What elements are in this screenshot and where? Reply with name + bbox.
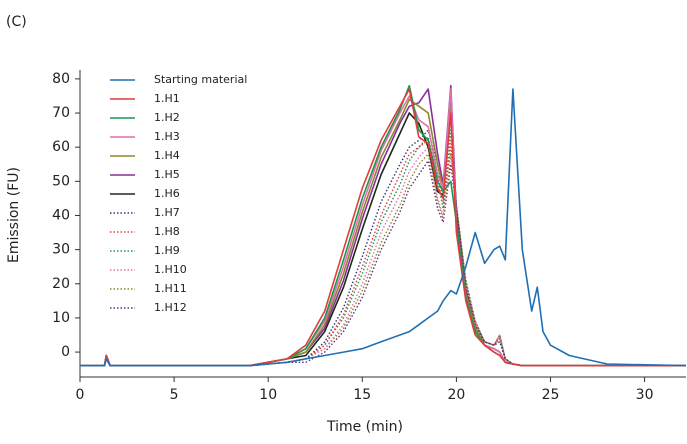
y-tick-label: 0: [61, 344, 70, 360]
series-line: [80, 153, 686, 367]
legend-label: 1.H4: [154, 149, 180, 162]
y-tick-label: 80: [52, 71, 70, 87]
x-tick-label: 10: [259, 387, 277, 403]
legend-label: 1.H8: [154, 225, 180, 238]
y-tick-label: 60: [52, 139, 70, 155]
x-tick-label: 20: [447, 387, 465, 403]
legend-label: 1.H11: [154, 282, 187, 295]
legend-label: Starting material: [154, 73, 247, 86]
y-tick-label: 40: [52, 207, 70, 223]
x-tick-label: 25: [542, 387, 560, 403]
legend-label: 1.H10: [154, 263, 187, 276]
y-tick-label: 10: [52, 310, 70, 326]
legend-label: 1.H1: [154, 92, 180, 105]
x-tick-label: 5: [170, 387, 179, 403]
x-tick-label: 30: [636, 387, 654, 403]
panel-label: (C): [6, 14, 27, 30]
y-tick-label: 30: [52, 242, 70, 258]
y-tick-label: 20: [52, 276, 70, 292]
x-axis-label: Time (min): [326, 419, 403, 435]
legend-label: 1.H6: [154, 187, 180, 200]
legend-label: 1.H7: [154, 206, 180, 219]
legend-label: 1.H2: [154, 111, 180, 124]
y-axis-label: Emission (FU): [6, 167, 22, 263]
legend-label: 1.H9: [154, 244, 180, 257]
legend-label: 1.H12: [154, 301, 187, 314]
x-tick-label: 0: [76, 387, 85, 403]
legend-label: 1.H5: [154, 168, 180, 181]
legend-label: 1.H3: [154, 130, 180, 143]
y-tick-label: 70: [52, 105, 70, 121]
x-tick-label: 15: [353, 387, 371, 403]
y-tick-label: 50: [52, 173, 70, 189]
series-line: [80, 88, 687, 367]
